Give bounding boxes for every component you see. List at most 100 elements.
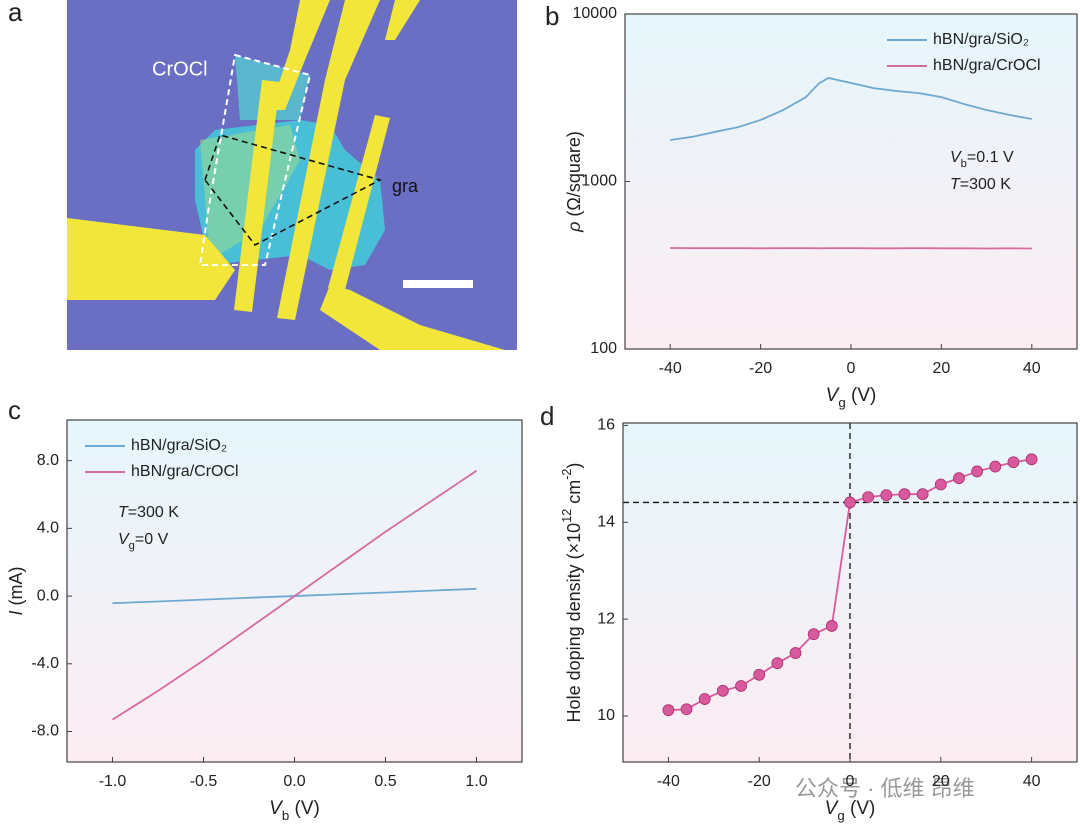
plot-background [625, 14, 1077, 349]
watermark: 公众号 · 低维 昂维 [795, 776, 975, 801]
label-part: (mA) [6, 566, 26, 610]
data-point [662, 704, 675, 717]
micrograph: a CrOCl gra [8, 0, 517, 350]
y-tick-label: 0.0 [37, 587, 59, 604]
data-point [771, 657, 784, 670]
panel-label: b [545, 1, 559, 31]
y-axis-label: ρ (Ω/square) [564, 131, 584, 233]
data-point [971, 465, 984, 478]
label-part: Hole doping density (×10 [564, 523, 584, 723]
legend-label: hBN/gra/SiO₂ [933, 31, 1029, 48]
annotation: Vb=0.1 V [950, 149, 1014, 170]
x-tick-label: 1.0 [465, 773, 487, 790]
panel-label: c [8, 395, 21, 425]
annotation: gra [392, 176, 419, 196]
label-part: T [950, 176, 961, 193]
data-point [898, 488, 911, 501]
data-point [698, 693, 711, 705]
data-point [789, 647, 802, 659]
plot-background [67, 420, 522, 762]
annotation: Vg=0 V [118, 531, 169, 552]
x-axis-label: Vg (V) [825, 798, 876, 823]
label-part: T [118, 504, 129, 521]
annotation: CrOCl [152, 58, 208, 80]
label-part: g [838, 395, 845, 410]
x-tick-label: -40 [657, 773, 680, 790]
label-part: (Ω/square) [564, 131, 584, 221]
data-point [880, 489, 893, 502]
y-tick-label: 8.0 [37, 452, 59, 469]
x-tick-label: 0 [847, 360, 856, 377]
label-part: V [826, 385, 841, 406]
legend-label: hBN/gra/CrOCl [933, 57, 1041, 74]
data-point [989, 460, 1002, 473]
label-part: cm [564, 480, 584, 509]
data-point [1007, 456, 1020, 469]
y-tick-label: 100 [590, 340, 617, 357]
label-part: =0.1 V [967, 149, 1014, 166]
label-part: V [269, 798, 284, 819]
x-tick-label: 20 [933, 360, 951, 377]
data-point [916, 488, 929, 501]
y-axis-label: I (mA) [6, 566, 26, 615]
x-tick-label: -20 [749, 360, 772, 377]
x-tick-label: 20 [932, 773, 950, 790]
data-point [953, 472, 965, 485]
x-axis-label: Vb (V) [269, 798, 320, 823]
y-axis-label: Hole doping density (×1012 cm-2) [560, 463, 583, 723]
y-tick-label: 16 [597, 417, 615, 434]
series-line [112, 470, 478, 721]
label-part: =0 V [135, 531, 169, 548]
x-tick-label: 40 [1023, 360, 1041, 377]
label-part: V [950, 149, 962, 166]
data-point [807, 628, 820, 641]
label-part: V [118, 531, 130, 548]
annotation: T=300 K [118, 504, 179, 521]
label-part: V [825, 798, 840, 819]
y-tick-label: 10 [597, 707, 615, 724]
data-point [716, 684, 729, 697]
legend-label: hBN/gra/CrOCl [131, 463, 239, 480]
label-part: ) [564, 463, 584, 469]
data-point [753, 668, 766, 681]
label-part: b [282, 808, 289, 823]
x-tick-label: 0 [846, 773, 855, 790]
series-line [670, 77, 1032, 141]
annotation: T=300 K [950, 176, 1011, 193]
data-point [862, 491, 875, 503]
y-tick-label: 1000 [581, 173, 617, 190]
plot-frame [66, 419, 523, 763]
x-tick-label: -1.0 [99, 773, 127, 790]
label-part: (V) [289, 798, 320, 819]
data-point [844, 496, 856, 509]
label-part: g [129, 540, 135, 552]
x-tick-label: 40 [1023, 773, 1041, 790]
y-tick-label: -4.0 [31, 655, 59, 672]
x-tick-label: -40 [659, 360, 682, 377]
label-part: I [6, 610, 26, 615]
label-part: =300 K [960, 176, 1011, 193]
data-point [825, 620, 838, 632]
label-part: =300 K [128, 504, 179, 521]
y-tick-label: 10000 [573, 5, 618, 22]
label-part: -2 [560, 469, 574, 480]
label-part: g [837, 808, 844, 823]
y-tick-label: 14 [597, 513, 615, 530]
series-line [670, 247, 1032, 250]
y-tick-label: -8.0 [31, 723, 59, 740]
label-part: 12 [560, 509, 574, 523]
label-part: (V) [846, 385, 877, 406]
panel-label: a [8, 0, 23, 27]
x-tick-label: -20 [748, 773, 771, 790]
x-tick-label: 0.5 [374, 773, 396, 790]
x-tick-label: -0.5 [190, 773, 218, 790]
data-point [934, 478, 947, 491]
data-point [680, 703, 693, 716]
y-tick-label: 4.0 [37, 520, 59, 537]
y-tick-label: 12 [597, 610, 615, 627]
x-tick-label: 0.0 [283, 773, 305, 790]
data-point [1025, 453, 1038, 466]
data-point [735, 680, 747, 692]
legend-label: hBN/gra/SiO₂ [131, 437, 227, 454]
